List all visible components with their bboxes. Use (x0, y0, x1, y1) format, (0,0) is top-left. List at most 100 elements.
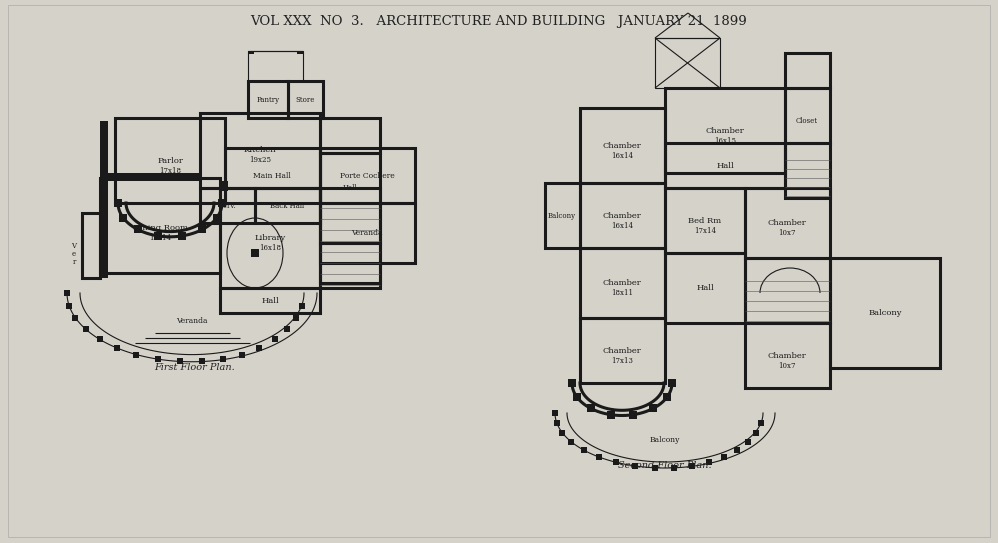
Bar (568, 379, 576, 387)
Text: Dining Room: Dining Room (133, 224, 188, 232)
Text: Library: Library (254, 234, 285, 242)
Bar (288, 81, 323, 118)
Text: Balcony: Balcony (868, 309, 902, 317)
Text: Closet: Closet (796, 117, 818, 125)
Text: Balcony: Balcony (548, 212, 576, 220)
Bar (200, 358, 206, 364)
Bar (248, 51, 254, 54)
Bar (248, 81, 288, 118)
Bar (299, 302, 305, 308)
Text: Chamber: Chamber (767, 352, 806, 360)
Bar (671, 465, 677, 471)
Bar (100, 181, 108, 278)
Bar (134, 351, 140, 357)
Bar (200, 113, 320, 188)
Bar (722, 454, 728, 460)
Bar (320, 203, 415, 263)
Text: Parlor: Parlor (157, 157, 183, 165)
Text: 18x11: 18x11 (611, 289, 633, 297)
Bar (580, 248, 665, 318)
Bar (758, 420, 764, 426)
Bar (293, 315, 299, 321)
Bar (220, 181, 228, 191)
Bar (97, 336, 103, 342)
Bar (580, 108, 665, 183)
Bar (119, 213, 127, 222)
Bar (545, 183, 580, 248)
Bar (663, 393, 671, 401)
Text: Chamber: Chamber (767, 219, 806, 227)
Text: Veranda: Veranda (351, 229, 383, 237)
Bar (665, 253, 745, 323)
Text: 16x14: 16x14 (149, 234, 171, 242)
Bar (665, 188, 745, 253)
Text: Store: Store (295, 96, 314, 104)
Text: Chamber: Chamber (603, 142, 642, 150)
Bar (200, 188, 255, 223)
Bar (629, 411, 637, 419)
Bar (632, 463, 638, 469)
Bar (83, 326, 89, 332)
Bar (251, 249, 259, 257)
Bar (220, 356, 226, 362)
Bar (560, 430, 566, 436)
Bar (255, 188, 320, 223)
Bar (746, 439, 751, 445)
Bar (114, 199, 122, 207)
Text: Main Hall: Main Hall (253, 172, 290, 180)
Bar (100, 173, 200, 181)
Bar (220, 188, 320, 288)
Text: r: r (72, 258, 76, 266)
Bar (320, 153, 380, 243)
Bar (735, 447, 741, 453)
Bar (745, 323, 830, 388)
Text: Hall: Hall (342, 184, 357, 192)
Text: 10x7: 10x7 (778, 362, 795, 370)
Bar (552, 410, 558, 416)
Bar (785, 53, 830, 88)
Text: First Floor Plan.: First Floor Plan. (155, 363, 236, 372)
Bar (155, 232, 163, 240)
Text: 16x14: 16x14 (611, 222, 633, 230)
Bar (100, 178, 220, 273)
Bar (218, 199, 226, 207)
Bar (706, 459, 712, 465)
Bar (178, 358, 184, 364)
Text: Balcony: Balcony (650, 436, 681, 444)
Bar (248, 51, 303, 81)
Bar (213, 213, 221, 222)
Bar (607, 411, 615, 419)
Bar (320, 188, 380, 288)
Text: 17x18: 17x18 (159, 167, 181, 175)
Bar (753, 430, 759, 436)
Text: Chamber: Chamber (603, 347, 642, 355)
Bar (114, 345, 120, 351)
Text: Chamber: Chamber (603, 279, 642, 287)
Bar (155, 356, 161, 362)
Bar (596, 454, 602, 460)
Bar (320, 118, 380, 153)
Text: 16x15: 16x15 (714, 137, 736, 145)
Text: 19x25: 19x25 (249, 156, 271, 164)
Bar (652, 465, 658, 471)
Text: Hall: Hall (697, 284, 714, 292)
Bar (134, 225, 142, 233)
Bar (785, 143, 830, 198)
Bar (580, 318, 665, 383)
Bar (665, 143, 785, 188)
Bar (115, 118, 225, 203)
Bar (689, 463, 695, 469)
Bar (64, 290, 70, 296)
Text: Pantry: Pantry (256, 96, 279, 104)
Text: e: e (72, 250, 76, 258)
Text: 17x13: 17x13 (611, 357, 633, 365)
Bar (271, 336, 277, 342)
Bar (569, 439, 575, 445)
Bar (581, 447, 587, 453)
Bar (655, 38, 720, 88)
Bar (178, 232, 186, 240)
Bar (284, 326, 290, 332)
Bar (297, 51, 303, 54)
Bar (220, 288, 320, 313)
Text: Chamber: Chamber (706, 127, 745, 135)
